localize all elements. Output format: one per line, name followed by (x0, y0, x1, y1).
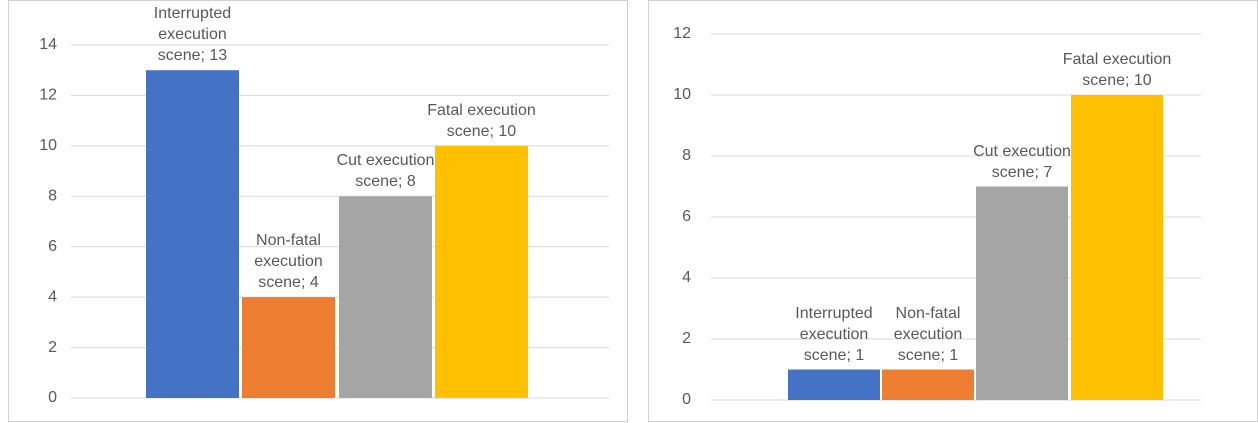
chart: 0 2 4 6 8 10 12 14 (39, 36, 609, 406)
bar (976, 186, 1068, 400)
y-tick-label: 12 (673, 25, 691, 42)
bar (146, 70, 239, 398)
data-label: Fatal execution scene; 10 (427, 101, 536, 140)
y-tick-label: 4 (48, 288, 57, 305)
chart-panel: 0 2 4 6 8 10 12 Interrupted execution scene; 1 N… (648, 0, 1258, 422)
y-tick-label: 10 (673, 86, 691, 103)
bar (882, 369, 974, 400)
y-tick-label: 8 (48, 188, 57, 205)
y-tick-label: 2 (48, 339, 57, 356)
data-label: Fatal execution scene; 10 (1062, 51, 1172, 89)
y-tick-label: 6 (48, 238, 57, 255)
bar (435, 145, 528, 398)
y-tick-label: 4 (682, 269, 691, 286)
data-label: Cut execution scene; 7 (973, 142, 1071, 181)
data-label: Non-fatal execution scene; 1 (893, 304, 963, 364)
y-tick-label: 0 (48, 389, 57, 406)
y-tick-label: 12 (39, 87, 57, 104)
bar (1071, 95, 1163, 400)
data-label: Interrupted execution scene; 1 (795, 304, 873, 364)
y-tick-label: 2 (682, 330, 691, 347)
data-label: Interrupted execution scene; 13 (153, 5, 232, 65)
y-tick-label: 14 (39, 36, 57, 53)
bar (788, 369, 880, 400)
y-tick-label: 0 (682, 391, 691, 408)
y-tick-label: 10 (39, 137, 57, 154)
bar (242, 297, 335, 398)
y-tick-label: 8 (682, 147, 691, 164)
y-tick-label: 6 (682, 208, 691, 225)
data-label: Cut execution scene; 8 (336, 152, 435, 191)
chart: 0 2 4 6 8 10 12 (673, 25, 1201, 408)
data-label: Non-fatal execution scene; 4 (254, 232, 323, 292)
bar (339, 196, 432, 398)
chart-panel: 0 2 4 6 8 10 12 14 Interrupted execution scene; … (8, 0, 628, 422)
